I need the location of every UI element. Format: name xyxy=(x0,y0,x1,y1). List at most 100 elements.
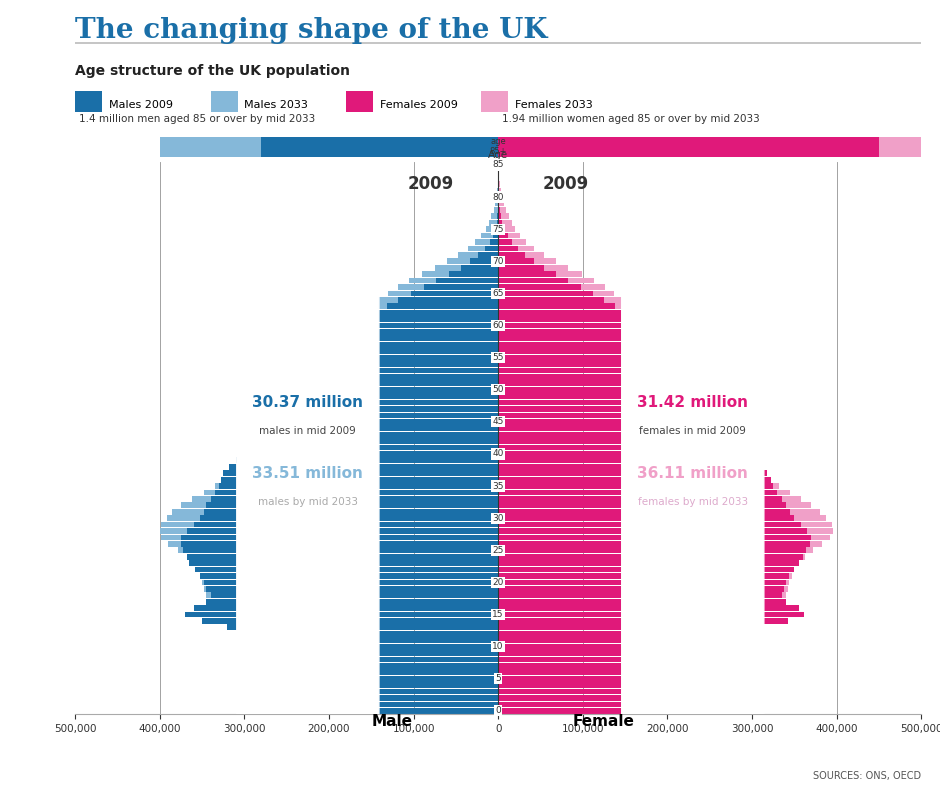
Bar xyxy=(498,175,499,181)
Bar xyxy=(498,548,813,553)
Bar xyxy=(492,214,498,219)
Bar xyxy=(498,541,809,547)
Bar xyxy=(498,701,678,707)
Bar xyxy=(498,438,745,444)
Bar xyxy=(478,252,498,258)
Bar xyxy=(293,387,498,393)
Bar xyxy=(312,374,498,380)
Bar xyxy=(498,689,682,694)
Text: 55: 55 xyxy=(493,353,504,362)
Bar xyxy=(498,689,671,694)
Bar xyxy=(270,425,498,431)
Text: 30.37 million: 30.37 million xyxy=(252,395,364,410)
Text: Females 2033: Females 2033 xyxy=(515,99,593,110)
Bar xyxy=(498,284,604,290)
Bar xyxy=(498,676,688,682)
Text: Males 2009: Males 2009 xyxy=(109,99,173,110)
Bar xyxy=(498,303,632,309)
Bar xyxy=(202,579,498,585)
Bar xyxy=(498,419,731,424)
Bar xyxy=(498,214,509,219)
Text: 80: 80 xyxy=(493,193,504,201)
Bar xyxy=(322,342,498,348)
Bar xyxy=(346,92,373,113)
Bar xyxy=(498,451,748,457)
Bar xyxy=(498,200,504,207)
Bar xyxy=(270,413,498,418)
Bar xyxy=(229,464,498,469)
Bar xyxy=(498,605,798,611)
Text: Male: Male xyxy=(372,714,413,729)
Bar xyxy=(280,644,498,649)
Text: 10: 10 xyxy=(493,642,504,651)
Bar xyxy=(498,593,786,598)
Bar xyxy=(160,528,498,534)
Bar xyxy=(248,438,498,444)
Bar xyxy=(276,419,498,424)
Bar xyxy=(289,393,498,399)
Text: 20: 20 xyxy=(493,578,504,587)
Text: 15: 15 xyxy=(493,610,504,619)
Bar xyxy=(424,284,498,290)
Text: 33.51 million: 33.51 million xyxy=(253,466,363,481)
Bar xyxy=(166,515,498,521)
Bar xyxy=(162,522,498,528)
Bar xyxy=(498,425,737,431)
Text: Female: Female xyxy=(573,714,634,729)
Bar xyxy=(240,451,498,457)
Bar xyxy=(253,432,498,438)
Bar xyxy=(498,445,748,451)
Bar xyxy=(219,611,498,617)
Bar xyxy=(498,656,704,662)
Bar xyxy=(498,676,678,682)
Bar xyxy=(200,573,498,579)
Bar xyxy=(498,290,614,297)
Text: 1.4 million men aged 85 or over by mid 2033: 1.4 million men aged 85 or over by mid 2… xyxy=(79,114,316,124)
Bar xyxy=(187,554,498,559)
Bar xyxy=(495,226,498,232)
Bar xyxy=(481,92,509,113)
Text: 2009: 2009 xyxy=(407,175,454,193)
Text: 35: 35 xyxy=(493,481,504,491)
Bar xyxy=(498,271,582,277)
Bar xyxy=(498,361,693,367)
Bar xyxy=(331,348,498,354)
Bar xyxy=(498,207,507,213)
Bar xyxy=(498,200,499,207)
Bar xyxy=(498,310,625,316)
Bar xyxy=(224,470,498,476)
Bar xyxy=(459,252,498,258)
Bar xyxy=(498,631,735,637)
Bar xyxy=(498,663,697,669)
Text: females in mid 2009: females in mid 2009 xyxy=(639,427,746,436)
Bar xyxy=(341,335,498,342)
Text: 25: 25 xyxy=(493,546,504,555)
Bar xyxy=(498,535,811,540)
Bar xyxy=(318,689,498,694)
Bar xyxy=(498,432,728,438)
Bar xyxy=(173,509,498,514)
Bar xyxy=(399,297,498,303)
Bar xyxy=(498,400,701,406)
Bar xyxy=(498,188,501,193)
Bar xyxy=(498,259,556,264)
Bar xyxy=(498,136,879,157)
Bar xyxy=(302,676,498,682)
Bar xyxy=(498,669,692,675)
Bar xyxy=(498,708,664,714)
Text: Females 2009: Females 2009 xyxy=(380,99,458,110)
Bar xyxy=(498,335,660,342)
Bar xyxy=(498,245,518,252)
Bar xyxy=(498,560,798,566)
Bar xyxy=(214,483,498,489)
Bar xyxy=(494,233,498,238)
Bar xyxy=(498,669,682,675)
Bar xyxy=(498,335,670,342)
Bar xyxy=(498,419,716,424)
Bar xyxy=(498,310,639,316)
Bar xyxy=(234,464,498,469)
Bar xyxy=(498,599,782,604)
Bar xyxy=(263,419,498,424)
Bar xyxy=(289,650,498,656)
Bar xyxy=(498,528,807,534)
